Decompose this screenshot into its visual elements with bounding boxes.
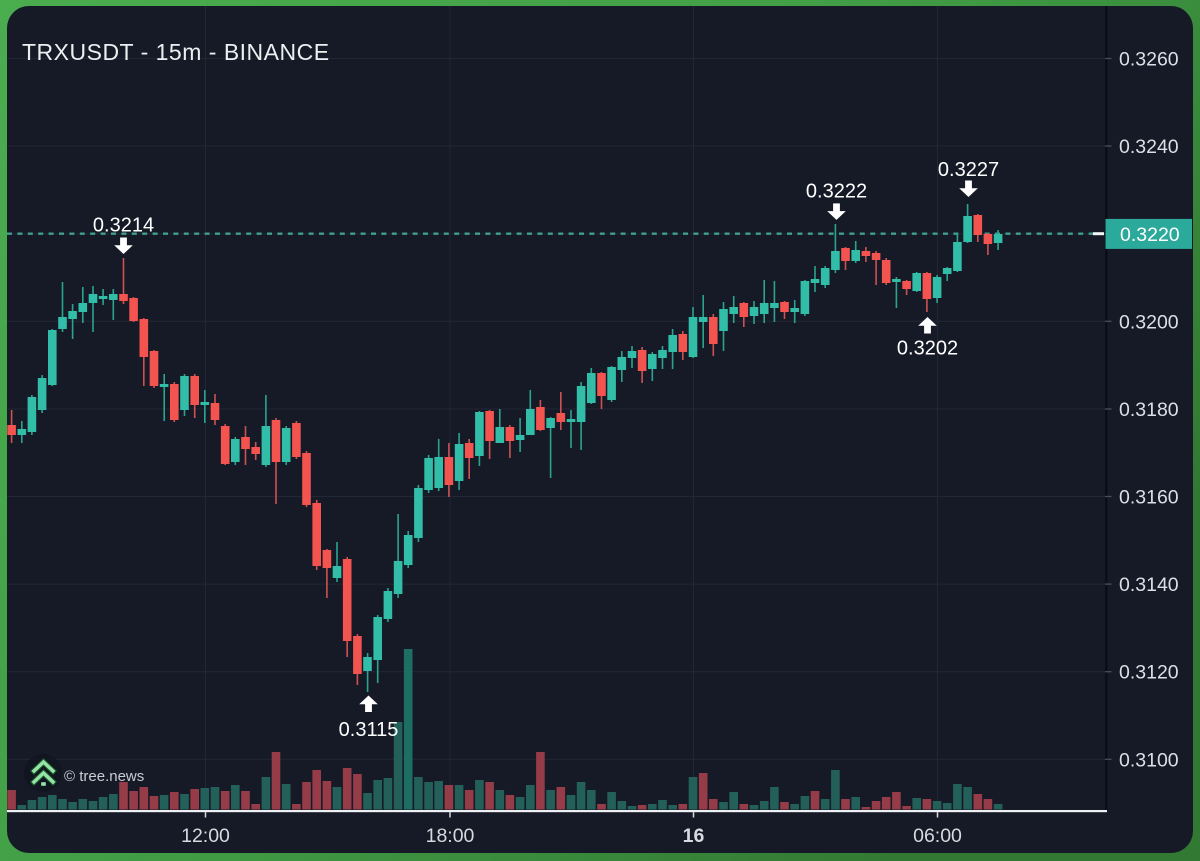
svg-text:06:00: 06:00	[913, 825, 962, 847]
svg-text:0.3180: 0.3180	[1119, 399, 1179, 421]
svg-text:0.3214: 0.3214	[93, 215, 154, 237]
svg-text:© tree.news: © tree.news	[64, 768, 144, 785]
svg-text:0.3222: 0.3222	[806, 180, 867, 202]
svg-text:0.3120: 0.3120	[1119, 662, 1179, 684]
svg-text:12:00: 12:00	[181, 825, 230, 847]
svg-text:0.3240: 0.3240	[1119, 136, 1179, 158]
svg-text:0.3140: 0.3140	[1119, 574, 1179, 596]
svg-text:0.3202: 0.3202	[897, 338, 958, 360]
svg-text:18:00: 18:00	[426, 825, 475, 847]
svg-text:0.3260: 0.3260	[1119, 49, 1179, 71]
svg-text:0.3160: 0.3160	[1119, 487, 1179, 509]
svg-text:0.3115: 0.3115	[339, 719, 399, 741]
svg-text:0.3200: 0.3200	[1119, 311, 1179, 333]
svg-text:0.3220: 0.3220	[1120, 224, 1180, 246]
svg-text:TRXUSDT - 15m - BINANCE: TRXUSDT - 15m - BINANCE	[22, 39, 330, 65]
svg-text:0.3100: 0.3100	[1119, 749, 1179, 771]
svg-text:16: 16	[683, 825, 705, 847]
svg-text:0.3227: 0.3227	[938, 159, 999, 181]
